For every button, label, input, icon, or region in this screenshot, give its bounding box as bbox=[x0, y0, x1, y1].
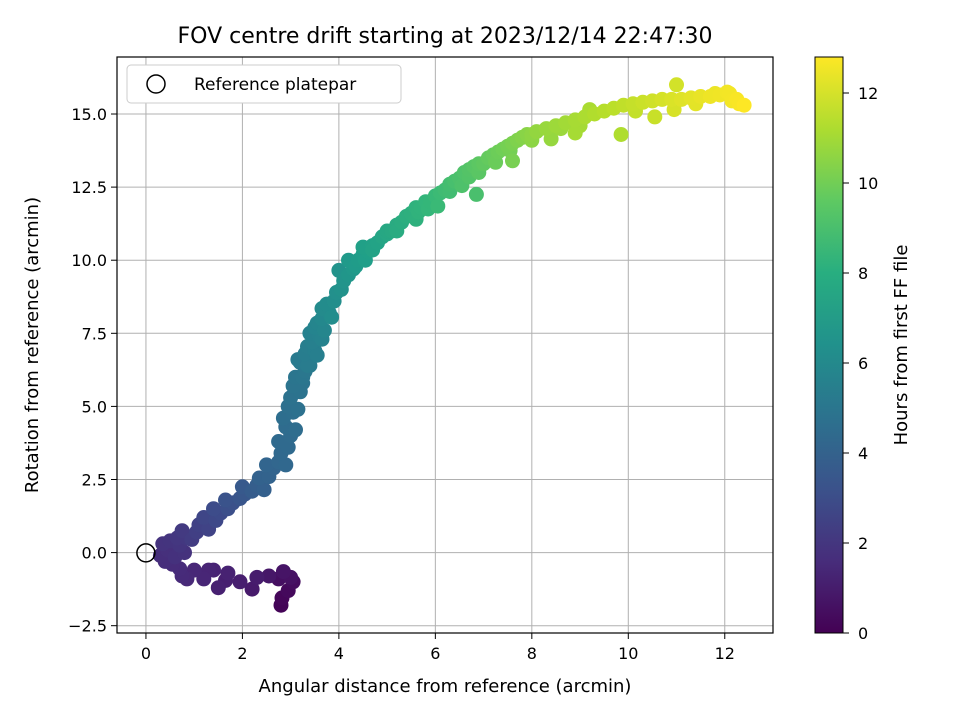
data-point bbox=[736, 97, 752, 113]
data-point bbox=[300, 358, 315, 373]
colorbar-gradient bbox=[814, 56, 844, 634]
y-tick-label: 15.0 bbox=[71, 105, 107, 124]
colorbar: 0 2 4 6 8 10 12 Hours from first FF file bbox=[814, 56, 912, 643]
data-point bbox=[196, 571, 212, 587]
y-tick-label: 7.5 bbox=[82, 324, 107, 343]
legend-reference-marker bbox=[146, 74, 166, 94]
data-point bbox=[669, 77, 684, 93]
colorbar-tick-label: 2 bbox=[858, 534, 868, 553]
colorbar-tick-label: 10 bbox=[858, 174, 878, 193]
grid bbox=[117, 57, 773, 633]
y-tick-label: 0.0 bbox=[82, 544, 107, 563]
colorbar-tick-label: 12 bbox=[858, 84, 878, 103]
data-point bbox=[316, 322, 332, 338]
data-point bbox=[290, 401, 306, 417]
colorbar-tick-label: 4 bbox=[858, 444, 868, 463]
data-point bbox=[275, 564, 291, 580]
colorbar-tick-label: 0 bbox=[858, 624, 868, 643]
y-tick-label: 10.0 bbox=[71, 251, 107, 270]
data-point bbox=[249, 569, 265, 585]
reference-marker bbox=[136, 543, 156, 563]
colorbar-tick-label: 8 bbox=[858, 264, 868, 283]
data-point bbox=[288, 422, 303, 438]
data-point bbox=[232, 574, 248, 590]
x-tick-label: 2 bbox=[237, 644, 247, 663]
data-point bbox=[210, 580, 226, 596]
legend: Reference platepar bbox=[126, 64, 402, 104]
y-axis-label: Rotation from reference (arcmin) bbox=[22, 197, 43, 493]
colorbar-tick-label: 6 bbox=[858, 354, 868, 373]
colorbar-label: Hours from first FF file bbox=[891, 245, 912, 446]
data-point bbox=[261, 568, 277, 584]
x-tick-label: 12 bbox=[715, 644, 735, 663]
data-point bbox=[256, 482, 272, 498]
x-tick-label: 4 bbox=[334, 644, 344, 663]
data-point bbox=[244, 581, 260, 597]
data-point bbox=[647, 109, 663, 125]
data-point bbox=[259, 457, 274, 473]
data-points bbox=[152, 77, 752, 613]
x-tick-label: 10 bbox=[618, 644, 638, 663]
y-tick-label: 5.0 bbox=[82, 397, 107, 416]
colorbar-ticks: 0 2 4 6 8 10 12 bbox=[843, 84, 878, 643]
data-point bbox=[468, 186, 484, 202]
data-point bbox=[271, 434, 287, 449]
y-tick-label: −2.5 bbox=[68, 617, 107, 636]
x-tick-label: 8 bbox=[527, 644, 537, 663]
data-point bbox=[430, 198, 446, 214]
x-axis-label: Angular distance from reference (arcmin) bbox=[259, 676, 632, 697]
x-tick-label: 0 bbox=[141, 644, 151, 663]
data-point bbox=[278, 457, 294, 473]
legend-box bbox=[126, 64, 402, 104]
legend-label: Reference platepar bbox=[194, 75, 356, 95]
y-axis-ticks: −2.5 0.0 2.5 5.0 7.5 10.0 12.5 15.0 bbox=[68, 105, 117, 636]
data-point bbox=[196, 510, 212, 525]
data-point bbox=[206, 501, 221, 517]
data-point bbox=[567, 125, 583, 141]
data-point bbox=[309, 347, 325, 363]
plot-frame bbox=[116, 56, 774, 634]
data-point bbox=[324, 309, 340, 325]
data-point bbox=[174, 523, 190, 539]
x-tick-label: 6 bbox=[430, 644, 440, 663]
y-tick-label: 2.5 bbox=[82, 470, 107, 489]
data-point bbox=[218, 492, 233, 508]
data-point bbox=[505, 153, 520, 169]
chart-title: FOV centre drift starting at 2023/12/14 … bbox=[178, 24, 713, 49]
y-tick-label: 12.5 bbox=[71, 178, 107, 197]
data-point bbox=[613, 127, 629, 142]
x-axis-ticks: 0 2 4 6 8 10 12 bbox=[141, 633, 735, 663]
data-point bbox=[220, 565, 236, 581]
